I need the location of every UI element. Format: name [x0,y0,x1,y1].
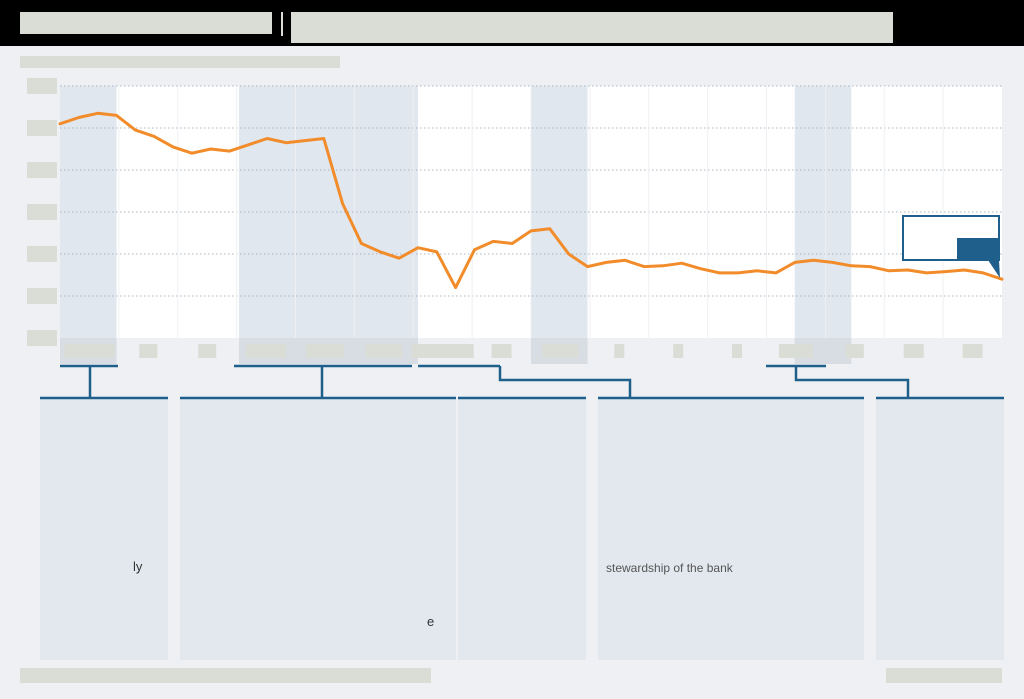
y-tick-label [27,246,57,262]
x-tick-label [962,344,983,358]
annotation-panel-3 [458,398,586,660]
header-title [20,12,272,34]
x-tick-label [411,344,474,358]
x-tick-label [903,344,924,358]
header-separator [281,12,283,36]
x-tick-label [614,344,625,358]
y-tick-label [27,162,57,178]
shaded-period [531,86,588,338]
callout-connector [234,364,412,398]
header-subtitle [291,12,893,43]
x-tick-label [64,344,115,358]
y-tick-label [27,204,57,220]
panel-2-text-fragment: e [427,614,435,629]
latest-value-tag-fill [957,238,999,260]
x-tick-label [491,344,512,358]
annotation-panel-5 [876,398,1004,660]
y-tick-label [27,120,57,136]
x-tick-label [198,344,217,358]
x-tick-label [845,344,864,358]
x-tick-label [542,344,579,358]
x-tick-label [778,344,813,358]
chart-title [20,56,340,68]
shaded-period [794,86,852,338]
x-tick-label [139,344,158,358]
x-tick-label [246,344,287,358]
annotation-panel-4 [598,398,864,660]
callout-connector [766,364,910,398]
callout-connector [418,364,632,398]
annotation-panel-2 [180,398,456,660]
annotation-panel-1 [40,398,168,660]
x-tick-label [732,344,743,358]
latest-value-tag-pointer [988,260,1000,278]
panel-1-text-fragment: ly [133,559,143,574]
series-line [58,111,1004,290]
callout-connector [60,364,118,398]
x-tick-label [365,344,402,358]
y-tick-label [27,78,57,94]
y-tick-label [27,288,57,304]
panel-4-text-fragment: stewardship of the bank [606,561,733,575]
footer-source [20,668,431,683]
x-tick-label [673,344,684,358]
footer-credit [886,668,1002,683]
x-tick-label [305,344,344,358]
y-tick-label [27,330,57,346]
